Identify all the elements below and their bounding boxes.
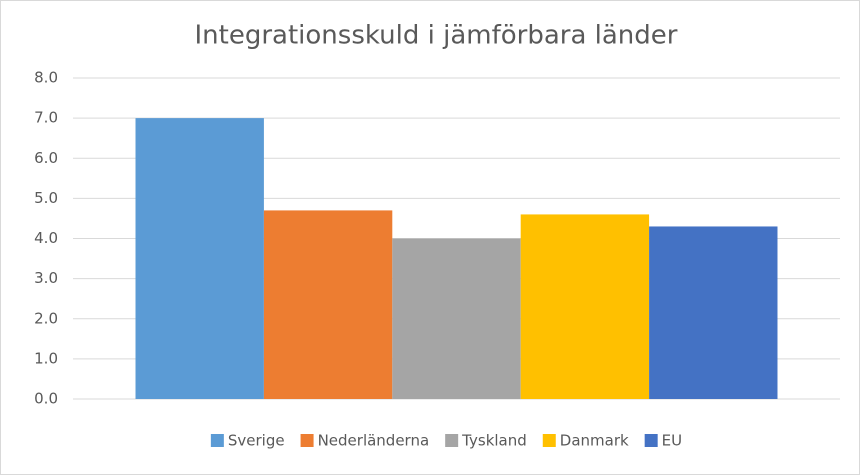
chart-title: Integrationsskuld i jämförbara länder [195, 21, 678, 51]
legend-swatch [300, 434, 314, 447]
legend-swatch [210, 434, 224, 447]
legend-swatch [542, 434, 556, 447]
y-tick-label: 6.0 [34, 149, 58, 167]
bar [392, 238, 521, 399]
legend-swatch [644, 434, 658, 447]
y-tick-label: 5.0 [34, 189, 58, 207]
y-tick-label: 1.0 [34, 349, 58, 367]
bar [135, 118, 264, 399]
bar [520, 214, 650, 399]
legend-label: Danmark [560, 432, 629, 450]
y-tick-label: 4.0 [34, 229, 58, 247]
y-tick-label: 7.0 [34, 109, 58, 127]
legend-label: Nederländerna [318, 432, 430, 450]
legend-label: EU [662, 432, 682, 450]
y-tick-label: 2.0 [34, 309, 58, 327]
bar [263, 210, 393, 399]
legend-label: Tyskland [461, 432, 527, 450]
y-tick-label: 3.0 [34, 269, 58, 287]
legend-swatch [445, 434, 459, 447]
legend-label: Sverige [228, 432, 285, 450]
y-tick-label: 0.0 [34, 390, 58, 408]
y-tick-label: 8.0 [34, 69, 58, 87]
bar [649, 226, 778, 399]
